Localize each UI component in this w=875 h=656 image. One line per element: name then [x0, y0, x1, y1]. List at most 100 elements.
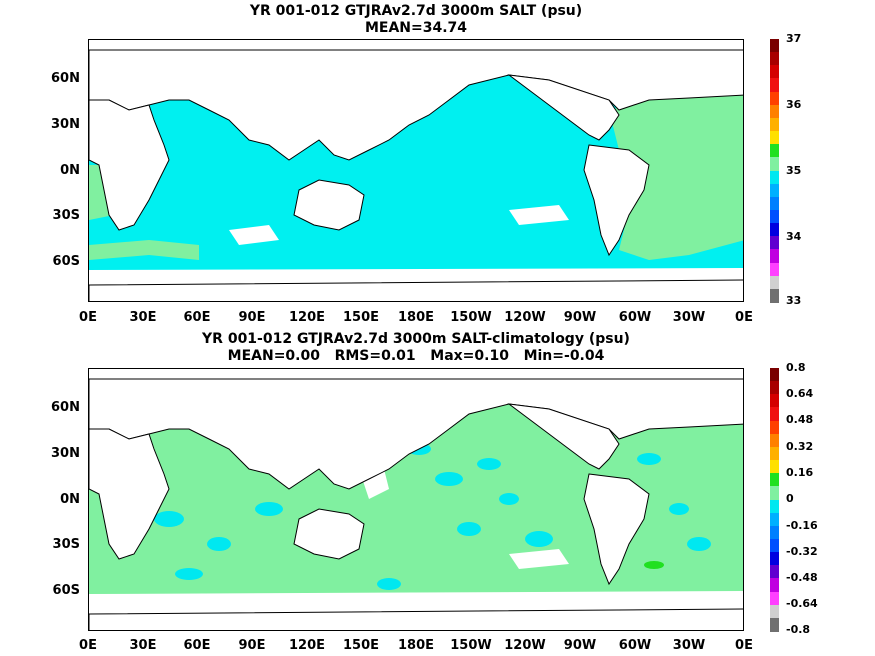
panel1-map-svg	[89, 40, 743, 301]
dark-green-patch	[644, 561, 664, 569]
panel2-cb-label: 0.32	[786, 440, 814, 453]
colorbar-segment	[770, 144, 779, 159]
colorbar-segment	[770, 512, 779, 527]
antarctica-land	[89, 608, 743, 630]
africa-land	[89, 99, 170, 231]
lon-label: 90W	[563, 310, 597, 325]
lon-label: 150W	[450, 638, 492, 653]
lon-label: 180E	[397, 638, 435, 653]
panel2-subtitle: MEAN=0.00 RMS=0.01 Max=0.10 Min=-0.04	[227, 348, 605, 364]
lon-label: 60E	[183, 310, 211, 325]
colorbar-segment	[770, 473, 779, 488]
lon-label: 90E	[238, 638, 266, 653]
panel2-lat-0n: 0N	[60, 492, 80, 507]
colorbar-segment	[770, 196, 779, 211]
colorbar-segment	[770, 591, 779, 606]
panel2-cb-label: -0.32	[786, 545, 818, 558]
colorbar-segment	[770, 52, 779, 67]
australia-land	[293, 179, 365, 231]
colorbar-segment	[770, 91, 779, 106]
colorbar-segment	[770, 565, 779, 580]
panel1-lat-30s: 30S	[52, 208, 80, 223]
eurasia-land	[89, 49, 743, 161]
panel2-cb-label: 0.64	[786, 387, 814, 400]
colorbar-segment	[770, 117, 779, 132]
panel2-lat-30n: 30N	[51, 446, 80, 461]
colorbar-segment	[770, 65, 779, 80]
colorbar-segment	[770, 578, 779, 593]
lon-label: 30E	[129, 638, 157, 653]
panel2-lat-60s: 60S	[52, 583, 80, 598]
colorbar-segment	[770, 460, 779, 475]
colorbar-segment	[770, 394, 779, 409]
colorbar-segment	[770, 209, 779, 224]
panel1-colorbar	[770, 39, 779, 303]
colorbar-segment	[770, 446, 779, 461]
panel1-cb-label: 37	[786, 32, 802, 45]
panel2-lat-30s: 30S	[52, 537, 80, 552]
australia-land	[293, 508, 365, 560]
north-america-land	[507, 403, 620, 470]
panel2-map	[88, 368, 744, 631]
lon-label: 120W	[504, 310, 546, 325]
colorbar-segment	[770, 604, 779, 619]
colorbar-segment	[770, 39, 779, 53]
panel2-cb-label: -0.48	[786, 571, 818, 584]
panel2-map-svg	[89, 369, 743, 630]
colorbar-segment	[770, 433, 779, 448]
arctic-white	[89, 40, 743, 50]
lon-label: 120E	[288, 310, 326, 325]
white-band-south	[509, 549, 569, 569]
panel1-lat-30n: 30N	[51, 117, 80, 132]
panel1-map	[88, 39, 744, 302]
panel2-cb-label: 0.8	[786, 361, 806, 374]
south-america-land	[583, 473, 650, 586]
panel1-cb-label: 36	[786, 98, 802, 111]
colorbar-segment	[770, 262, 779, 277]
lon-label: 30E	[129, 310, 157, 325]
lon-label: 0E	[79, 310, 97, 325]
colorbar-segment	[770, 170, 779, 185]
panel2-cb-label: 0.48	[786, 413, 814, 426]
lon-label: 0E	[79, 638, 97, 653]
lon-label: 90E	[238, 310, 266, 325]
colorbar-segment	[770, 249, 779, 264]
lon-label: 150W	[450, 310, 492, 325]
atlantic-green-region	[609, 95, 743, 260]
colorbar-segment	[770, 617, 779, 632]
colorbar-segment	[770, 499, 779, 514]
lon-label: 120E	[288, 638, 326, 653]
lon-label: 60W	[618, 638, 652, 653]
panel1-cb-label: 33	[786, 294, 802, 307]
colorbar-segment	[770, 288, 779, 303]
lon-label: 180E	[397, 310, 435, 325]
colorbar-segment	[770, 78, 779, 93]
lon-label: 0E	[735, 310, 753, 325]
panel1-subtitle: MEAN=34.74	[364, 20, 468, 36]
colorbar-segment	[770, 420, 779, 435]
lon-label: 30W	[672, 310, 706, 325]
colorbar-segment	[770, 552, 779, 567]
panel2-lat-60n: 60N	[51, 400, 80, 415]
eurasia-land	[89, 378, 743, 490]
south-america-land	[583, 144, 650, 257]
north-america-land	[507, 74, 620, 141]
panel2-cb-label: 0.16	[786, 466, 814, 479]
colorbar-segment	[770, 407, 779, 422]
panel1-lat-0n: 0N	[60, 163, 80, 178]
panel1-lat-60n: 60N	[51, 71, 80, 86]
colorbar-segment	[770, 236, 779, 251]
panel1-title: YR 001-012 GTJRAv2.7d 3000m SALT (psu)	[249, 3, 583, 19]
panel1-cb-label: 35	[786, 164, 802, 177]
africa-land	[89, 428, 170, 560]
lon-label: 150E	[342, 310, 380, 325]
colorbar-segment	[770, 381, 779, 396]
shelf-patch-1	[229, 225, 279, 245]
panel2-cb-label: -0.64	[786, 597, 818, 610]
colorbar-segment	[770, 538, 779, 553]
colorbar-segment	[770, 104, 779, 119]
colorbar-segment	[770, 223, 779, 238]
antarctica-land	[89, 279, 743, 301]
colorbar-segment	[770, 131, 779, 146]
lon-label: 60W	[618, 310, 652, 325]
